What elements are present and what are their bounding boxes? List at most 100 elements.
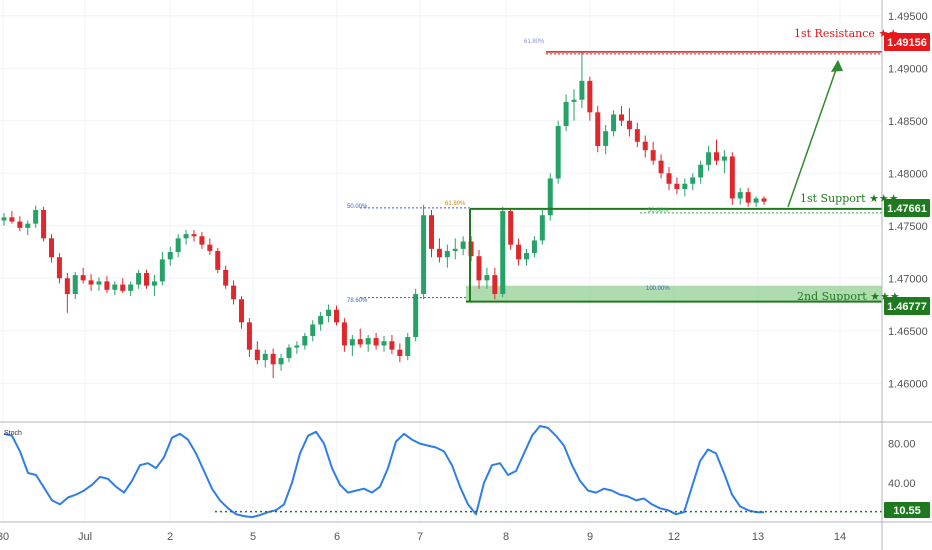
candle-body: [9, 217, 15, 222]
candle-body: [721, 156, 727, 161]
stoch-value-badge: [884, 502, 930, 518]
candle-body: [619, 114, 624, 121]
price-tick-label: 1.46000: [888, 378, 928, 390]
candle-body: [381, 341, 387, 346]
price-tick-label: 1.47000: [888, 273, 928, 285]
candle-body: [175, 238, 181, 252]
price-tick-label: 1.48500: [888, 116, 928, 128]
candle-body: [500, 211, 506, 294]
candle-body: [508, 211, 514, 245]
candle-body: [634, 129, 640, 142]
candle-body: [41, 210, 47, 239]
candle-body: [698, 164, 704, 178]
candle-body: [25, 223, 31, 228]
fib-label-s1-mid: 61.80%: [445, 201, 466, 207]
candle-body: [151, 281, 157, 286]
candle-body: [167, 252, 173, 260]
candle-body: [714, 152, 719, 161]
candle-body: [341, 322, 347, 346]
candle-body: [199, 236, 205, 245]
candle-body: [436, 248, 442, 258]
projection-arrow: [787, 63, 839, 208]
candle-body: [397, 349, 403, 356]
candle-body: [452, 248, 458, 251]
candle-body: [223, 269, 229, 286]
candle-body: [421, 215, 427, 294]
candle-body: [642, 141, 648, 151]
candle-body: [80, 275, 86, 281]
candle-body: [761, 198, 767, 202]
candle-body: [120, 284, 126, 291]
candle-body: [405, 337, 411, 356]
candle-body: [88, 280, 94, 285]
candle-body: [310, 324, 316, 336]
candle-body: [460, 241, 466, 249]
candle-body: [658, 160, 664, 174]
candle-body: [231, 285, 237, 300]
support-2-label: 2nd Support ★★★: [797, 290, 900, 303]
candle-body: [215, 250, 221, 270]
candle-body: [239, 299, 244, 323]
candle-body: [262, 353, 268, 361]
support-2-zone: [466, 285, 882, 302]
candle-body: [373, 338, 379, 346]
candle-body: [159, 259, 165, 282]
resistance-1-value: 1.49156: [887, 37, 927, 49]
candle-body: [524, 253, 529, 260]
stoch-line: [3, 425, 764, 519]
candle-body: [429, 215, 434, 249]
stoch-title: Stoch: [4, 430, 22, 437]
fib-label-s2-mid: 100.00%: [646, 286, 670, 292]
candle-body: [144, 273, 149, 286]
candle-body: [745, 192, 751, 203]
candle-body: [444, 250, 450, 258]
candle-body: [539, 215, 545, 241]
candle-body: [1, 217, 7, 221]
badge-layer: 1.49156 1.47661 1.46777 10.55: [884, 33, 930, 518]
candle-body: [650, 150, 656, 161]
candle-body: [753, 198, 759, 203]
candle-body: [49, 238, 54, 258]
candle-body: [112, 284, 118, 290]
candle-body: [136, 273, 142, 285]
candle-body: [128, 284, 134, 291]
candle-body: [294, 345, 300, 348]
candle-body: [729, 156, 735, 199]
candle-body: [737, 192, 743, 199]
support-zone-layer: [466, 285, 882, 302]
support-2-value: 1.46777: [887, 301, 927, 313]
candle-body: [476, 256, 482, 281]
candle-body: [357, 339, 363, 345]
candle-body: [365, 338, 371, 345]
candle-body: [555, 126, 561, 179]
candle-body: [318, 316, 324, 325]
candle-layer: [1, 51, 767, 378]
stoch-value: 10.55: [893, 505, 921, 517]
candle-body: [286, 347, 292, 359]
candle-body: [72, 275, 78, 294]
resistance-1-label: 1st Resistance ★★: [794, 27, 898, 40]
candle-body: [207, 244, 213, 251]
candle-body: [183, 234, 189, 239]
label-layer: 1st Resistance ★★ 1st Support ★★★ 2nd Su…: [4, 27, 900, 437]
support-2-badge: [884, 297, 930, 315]
fib-label-s1-right: 50.00%: [648, 208, 669, 214]
support-1-value: 1.47661: [887, 203, 927, 215]
time-tick-label: 6: [334, 531, 340, 543]
candle-body: [516, 244, 522, 260]
resistance-1-badge: [884, 33, 930, 51]
candle-body: [682, 183, 688, 189]
time-tick-label: 2: [167, 531, 173, 543]
candle-body: [246, 322, 252, 350]
candle-body: [254, 349, 260, 361]
candle-body: [563, 101, 569, 126]
candle-body: [278, 358, 284, 365]
candle-body: [674, 183, 680, 189]
stoch-tick-label: 40.00: [888, 478, 916, 490]
candle-body: [690, 177, 696, 184]
price-tick-label: 1.47500: [888, 221, 928, 233]
candle-body: [302, 336, 308, 346]
price-tick-label: 1.49500: [888, 11, 928, 23]
